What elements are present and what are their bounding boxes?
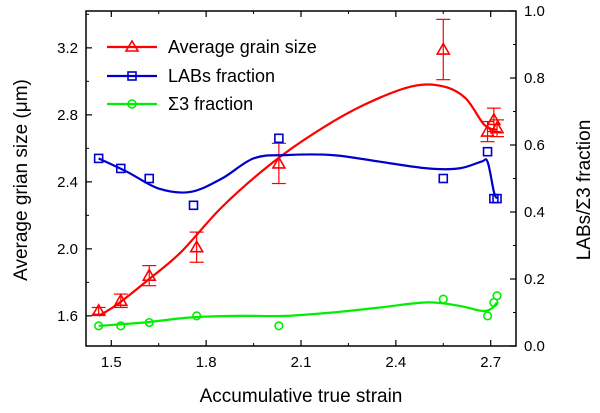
legend-marker-square [127, 71, 137, 81]
y-axis-left-title: Average grian size (μm) [11, 79, 32, 281]
series-line [98, 83, 498, 317]
data-point [438, 173, 449, 184]
legend-marker-triangle [124, 39, 140, 52]
data-point [438, 294, 448, 304]
series-layer [91, 18, 505, 331]
y-right-tick-label: 0.0 [524, 338, 545, 355]
y-right-tick-label: 0.4 [524, 204, 545, 221]
data-point [116, 321, 126, 331]
x-tick-label: 2.7 [480, 354, 501, 371]
y-left-tick-label: 3.2 [57, 40, 78, 57]
legend-label-labs: LABs fraction [168, 66, 275, 86]
y-right-tick-label: 0.2 [524, 271, 545, 288]
y-axis-right-title: LABs/Σ3 fraction [574, 120, 595, 261]
x-tick-label: 1.8 [196, 354, 217, 371]
data-point [115, 163, 126, 174]
x-axis-title: Accumulative true strain [200, 386, 403, 407]
legend-item-sigma3: Σ3 fraction [107, 94, 253, 114]
x-tick-label: 2.1 [291, 354, 312, 371]
data-point [141, 268, 157, 281]
data-point [492, 291, 502, 301]
data-point [144, 173, 155, 184]
legend-label-grain-size: Average grain size [168, 37, 317, 57]
data-point [144, 317, 154, 328]
data-point [94, 321, 104, 331]
x-tick-label: 2.4 [385, 354, 406, 371]
y-left-tick-label: 2.0 [57, 241, 78, 258]
data-point [482, 146, 493, 157]
y-left-tick-label: 2.4 [57, 174, 78, 191]
data-point [189, 239, 205, 253]
data-point [271, 155, 287, 169]
data-point [492, 193, 502, 204]
y-left-tick-label: 2.8 [57, 107, 78, 124]
axis-ticks: 1.5 1.8 2.1 2.4 2.7 1.6 2.0 2.4 2.8 3.2 0.0 0.2 0.4 0… [57, 3, 545, 371]
series-1 [93, 133, 502, 211]
data-point [192, 311, 202, 321]
data-point [486, 112, 502, 126]
y-left-tick-label: 1.6 [57, 308, 78, 325]
legend-item-labs: LABs fraction [107, 66, 275, 86]
data-point [482, 311, 493, 321]
data-point [274, 133, 284, 144]
y-right-tick-label: 0.6 [524, 137, 545, 154]
data-point [480, 123, 495, 137]
legend-marker-circle [127, 99, 137, 109]
x-tick-label: 1.5 [101, 354, 122, 371]
data-point [274, 321, 284, 331]
data-point [489, 120, 505, 134]
legend-item-grain-size: Average grain size [107, 37, 317, 57]
series-2 [94, 291, 502, 331]
data-point [113, 293, 129, 307]
legend: Average grain size LABs fraction Σ3 frac… [107, 37, 317, 114]
series-line [98, 301, 498, 327]
data-point [93, 153, 104, 164]
plot-frame [85, 10, 517, 347]
y-right-tick-label: 0.8 [524, 70, 545, 87]
series-0 [91, 18, 505, 317]
series-line [98, 153, 499, 200]
y-right-tick-label: 1.0 [524, 3, 545, 20]
data-point [91, 303, 107, 317]
data-point [435, 41, 451, 55]
data-point [188, 200, 199, 211]
legend-label-sigma3: Σ3 fraction [168, 94, 253, 114]
